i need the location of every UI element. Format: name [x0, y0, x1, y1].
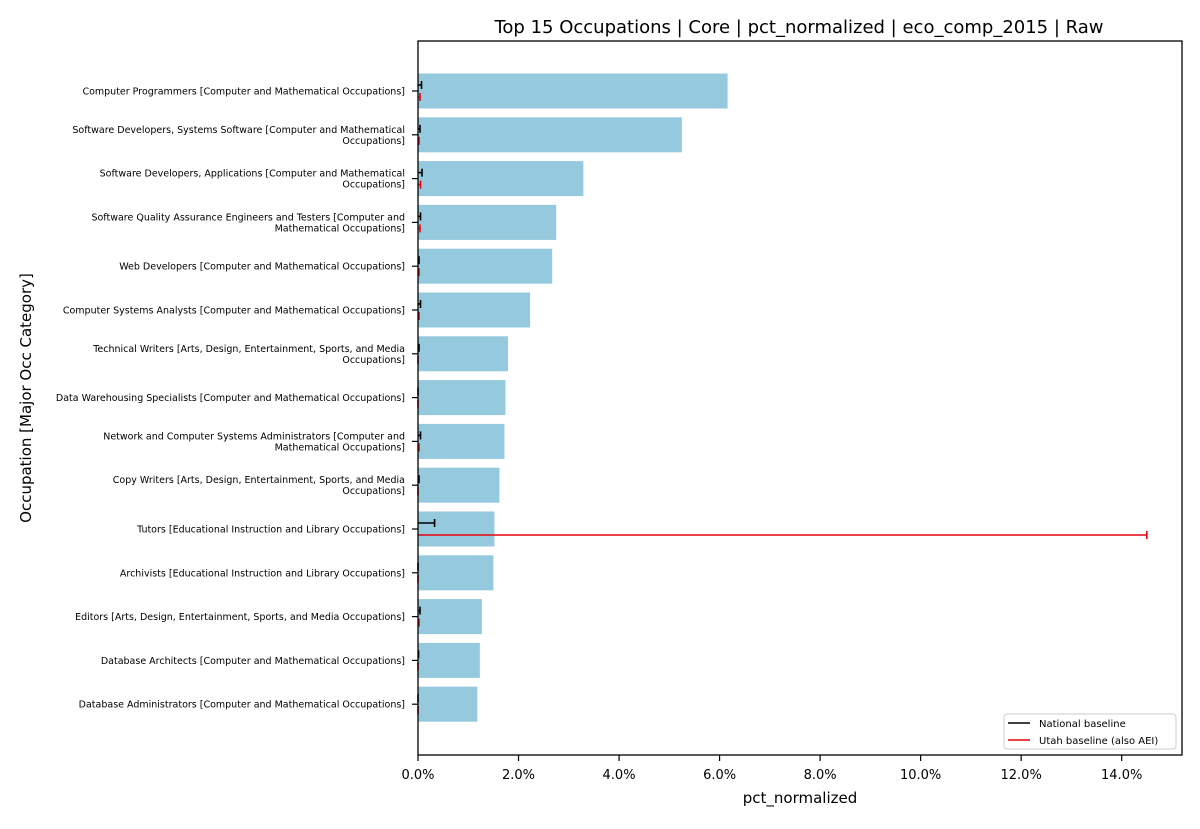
x-tick-label: 4.0% [603, 768, 636, 783]
bar [418, 73, 728, 109]
x-axis: 0.0% 2.0% 4.0% 6.0% 8.0% 10.0% 12.0% 14.0% [401, 755, 1142, 783]
bar [418, 686, 478, 722]
x-axis-label: pct_normalized [743, 789, 858, 808]
baseline-markers-layer [417, 81, 1148, 715]
x-tick-label: 8.0% [804, 768, 837, 783]
y-tick-label: Software Developers, Applications [Compu… [100, 169, 405, 191]
bar [418, 599, 482, 635]
bar [418, 555, 494, 591]
y-tick-label: Tutors [Educational Instruction and Libr… [136, 525, 405, 536]
chart-title: Top 15 Occupations | Core | pct_normaliz… [493, 17, 1103, 38]
y-tick-label: Software Quality Assurance Engineers and… [91, 212, 405, 234]
y-tick-label: Software Developers, Systems Software [C… [72, 125, 405, 147]
x-tick-label: 14.0% [1101, 768, 1142, 783]
bars-layer [418, 73, 728, 722]
x-tick-label: 10.0% [900, 768, 941, 783]
legend: National baseline Utah baseline (also AE… [1003, 713, 1177, 750]
bar [418, 511, 495, 547]
bar [418, 117, 682, 153]
x-tick-label: 6.0% [703, 768, 736, 783]
bar [418, 161, 584, 197]
bar [418, 248, 553, 284]
y-tick-label: Computer Programmers [Computer and Mathe… [82, 87, 405, 98]
y-tick-label: Data Warehousing Specialists [Computer a… [56, 393, 405, 404]
legend-national-label: National baseline [1039, 719, 1126, 730]
y-tick-label: Copy Writers [Arts, Design, Entertainmen… [113, 475, 405, 497]
y-axis-label: Occupation [Major Occ Category] [17, 273, 35, 523]
y-tick-label: Archivists [Educational Instruction and … [120, 568, 405, 579]
y-tick-label: Database Architects [Computer and Mathem… [101, 656, 405, 667]
bar [418, 642, 480, 678]
y-tick-label: Editors [Arts, Design, Entertainment, Sp… [75, 612, 405, 623]
y-tick-label: Network and Computer Systems Administrat… [103, 431, 405, 453]
y-tick-label: Database Administrators [Computer and Ma… [79, 700, 405, 711]
bar [418, 423, 505, 459]
y-tick-label: Web Developers [Computer and Mathematica… [119, 262, 405, 273]
bar [418, 204, 557, 240]
legend-box [1003, 713, 1177, 750]
y-tick-label: Computer Systems Analysts [Computer and … [63, 306, 405, 317]
bar [418, 380, 506, 416]
x-tick-label: 2.0% [502, 768, 535, 783]
x-tick-label: 12.0% [1001, 768, 1042, 783]
bar [418, 292, 531, 328]
legend-utah-label: Utah baseline (also AEI) [1039, 736, 1158, 747]
y-axis: Computer Programmers [Computer and Mathe… [56, 87, 418, 711]
x-tick-label: 0.0% [401, 768, 434, 783]
bar [418, 467, 500, 503]
y-tick-label: Technical Writers [Arts, Design, Enterta… [92, 344, 405, 366]
bar [418, 336, 508, 372]
